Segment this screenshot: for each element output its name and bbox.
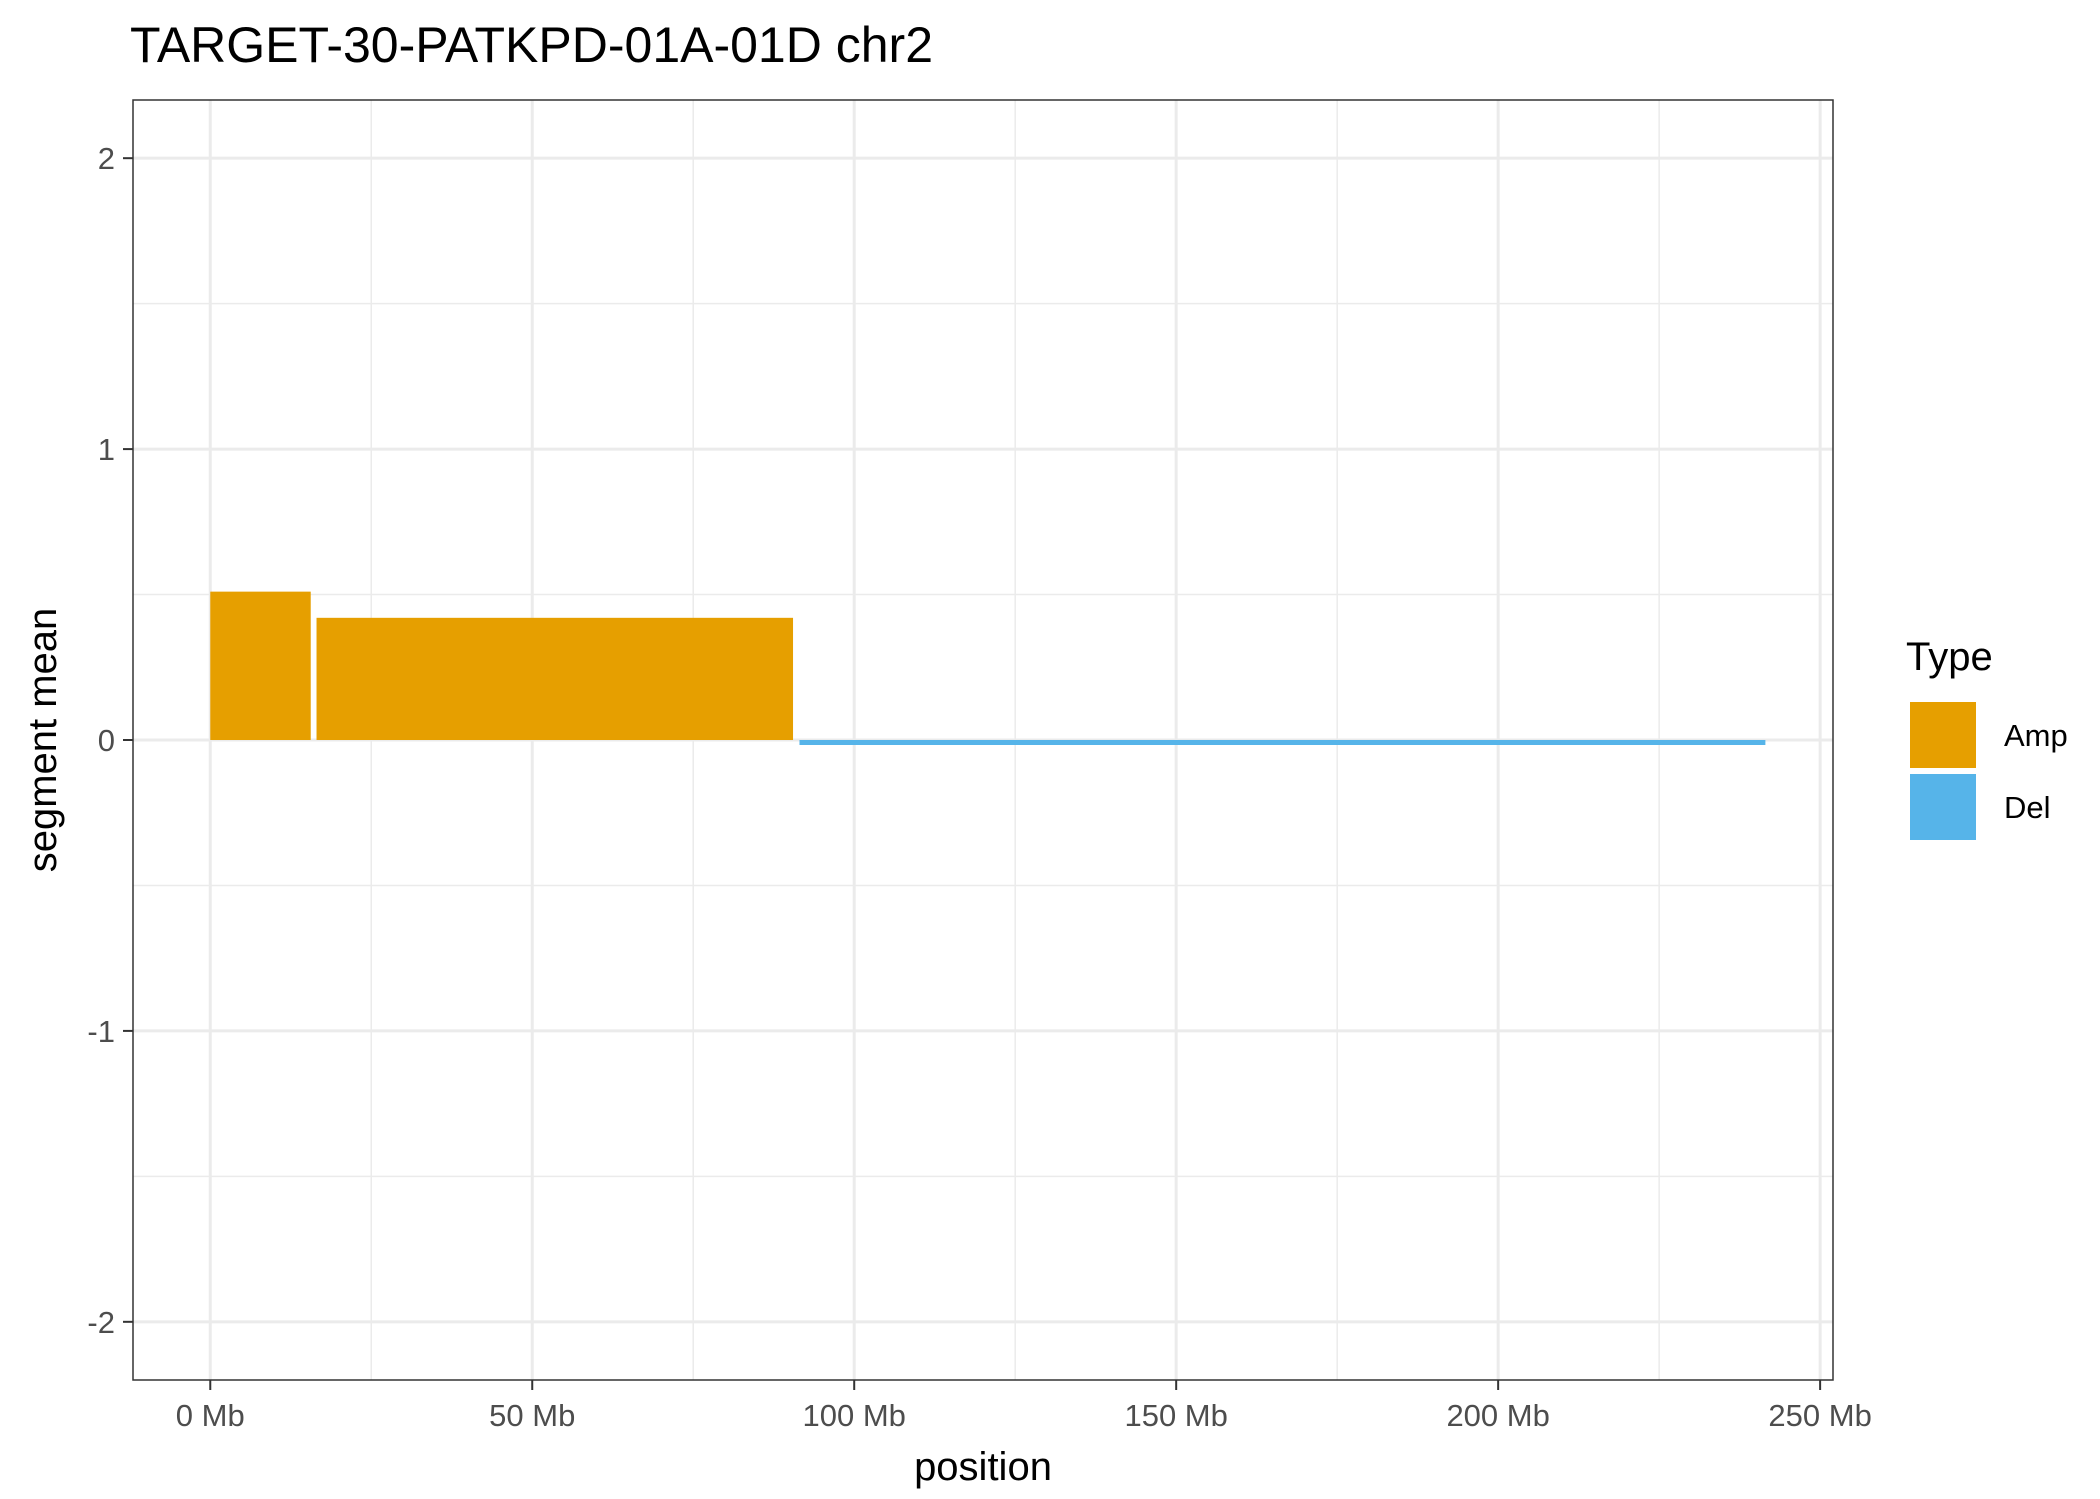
x-tick-label: 100 Mb xyxy=(803,1398,906,1433)
y-tick-label: 1 xyxy=(98,432,115,467)
legend-title: Type xyxy=(1906,635,1993,679)
legend-label-del: Del xyxy=(2004,790,2051,825)
legend-key-amp xyxy=(1910,702,1976,768)
x-axis: 0 Mb 50 Mb 100 Mb 150 Mb 200 Mb 250 Mb xyxy=(176,1380,1872,1433)
legend-label-amp: Amp xyxy=(2004,718,2068,753)
data-segments xyxy=(210,591,1766,745)
y-tick-label: 2 xyxy=(98,141,115,176)
x-tick-label: 0 Mb xyxy=(176,1398,245,1433)
y-tick-label: 0 xyxy=(98,723,115,758)
y-axis: -2 -1 0 1 2 xyxy=(87,141,133,1340)
segment-bar-del xyxy=(799,740,1766,745)
chart-title: TARGET-30-PATKPD-01A-01D chr2 xyxy=(130,17,933,73)
y-tick-label: -2 xyxy=(87,1305,115,1340)
x-axis-title: position xyxy=(914,1445,1052,1489)
x-tick-label: 250 Mb xyxy=(1768,1398,1871,1433)
x-tick-label: 150 Mb xyxy=(1124,1398,1227,1433)
y-tick-label: -1 xyxy=(87,1014,115,1049)
legend-key-del xyxy=(1910,774,1976,840)
x-tick-label: 50 Mb xyxy=(489,1398,575,1433)
segment-bar-amp xyxy=(210,591,311,740)
x-tick-label: 200 Mb xyxy=(1446,1398,1549,1433)
segment-bar-amp xyxy=(316,617,794,740)
y-axis-title: segment mean xyxy=(21,608,65,873)
legend: Type Amp Del xyxy=(1906,635,2068,840)
